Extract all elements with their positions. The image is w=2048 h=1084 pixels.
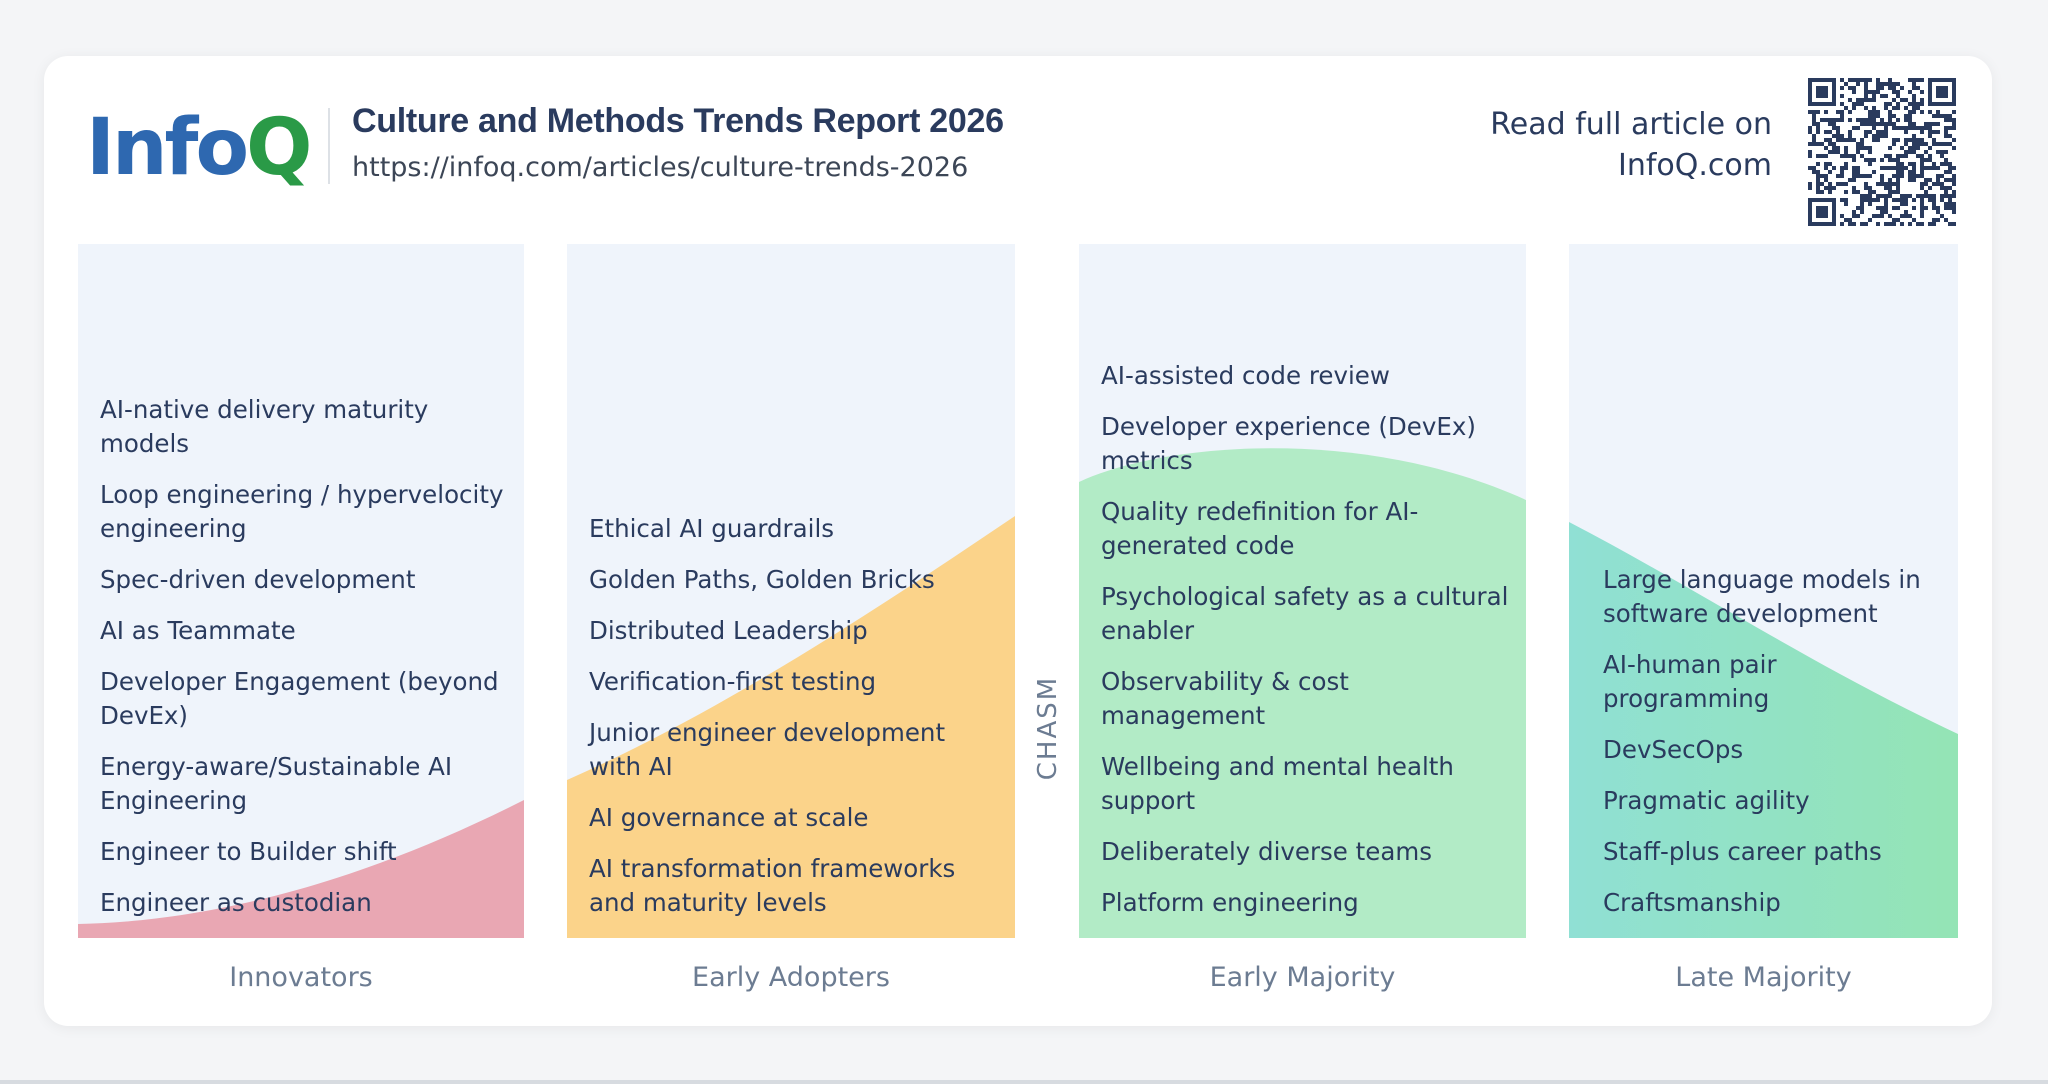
trend-item: AI governance at scale [589,803,869,832]
column-early-adopters: Ethical AI guardrails Golden Paths, Gold… [567,244,1015,938]
trend-item: Loop engineering / hypervelocity enginee… [100,480,504,543]
late-majority-curve-fill [1569,522,1958,938]
trend-item: Craftsmanship [1603,888,1781,917]
trend-item: Large language models in software develo… [1603,565,1921,628]
chasm-label: CHASM [1033,675,1063,781]
trend-item: Verification-first testing [589,667,877,696]
early-majority-curve [1079,448,1526,938]
trend-item: Developer Engagement (beyond DevEx) [100,667,499,730]
innovators-curve [78,800,524,938]
trend-item: AI-assisted code review [1101,361,1390,390]
read-more-text: Read full article on InfoQ.com [1490,104,1772,186]
trend-item: Energy-aware/Sustainable AI Engineering [100,752,453,815]
label-late-majority: Late Majority [1675,962,1852,993]
report-title: Culture and Methods Trends Report 2026 [352,102,1004,140]
early-adopters-curve [567,516,1015,938]
column-early-majority: AI-assisted code review Developer experi… [1079,244,1526,938]
trend-item: Engineer to Builder shift [100,837,397,866]
label-early-majority: Early Majority [1209,962,1396,993]
trend-item: Engineer as custodian [100,888,372,917]
trend-item: AI as Teammate [100,616,296,645]
early-adopters-curve-fill [567,516,1015,938]
trend-item: Junior engineer development with AI [589,718,946,781]
trend-item: Staff-plus career paths [1603,837,1882,866]
late-majority-items: Large language models in software develo… [1603,546,1944,920]
trend-item: AI-native delivery maturity models [100,395,429,458]
logo-info-text: Info [86,103,249,193]
early-adopters-items: Ethical AI guardrails Golden Paths, Gold… [589,495,1001,920]
trend-item: DevSecOps [1603,735,1744,764]
early-majority-items: AI-assisted code review Developer experi… [1101,342,1512,920]
trend-item: Platform engineering [1101,888,1359,917]
trend-item: Distributed Leadership [589,616,868,645]
column-innovators: AI-native delivery maturity models Loop … [78,244,524,938]
trend-item: Psychological safety as a cultural enabl… [1101,582,1509,645]
trend-item: Deliberately diverse teams [1101,837,1432,866]
bottom-rule [0,1080,2048,1084]
read-more-line-1: Read full article on [1490,107,1772,142]
label-early-adopters: Early Adopters [692,962,890,993]
trend-item: Observability & cost management [1101,667,1349,730]
logo-q-text: Q [246,103,312,193]
innovators-curve-fill [78,800,524,938]
trend-item: Quality redefinition for AI-generated co… [1101,497,1419,560]
trend-item: Ethical AI guardrails [589,514,835,543]
innovators-items: AI-native delivery maturity models Loop … [100,376,510,920]
trend-item: AI transformation frameworks and maturit… [589,854,956,917]
trend-item: AI-human pair programming [1603,650,1777,713]
trend-item: Pragmatic agility [1603,786,1810,815]
label-innovators: Innovators [229,962,373,993]
trend-item: Spec-driven development [100,565,416,594]
article-url[interactable]: https://infoq.com/articles/culture-trend… [352,152,969,183]
read-more-line-2[interactable]: InfoQ.com [1618,148,1772,183]
column-late-majority: Large language models in software develo… [1569,244,1958,938]
infoq-logo[interactable]: InfoQ [86,98,312,198]
late-majority-curve [1569,522,1958,938]
qr-code-icon[interactable] [1808,78,1956,226]
trend-item: Developer experience (DevEx) metrics [1101,412,1476,475]
early-majority-curve-fill [1079,448,1526,938]
trend-item: Wellbeing and mental health support [1101,752,1454,815]
header-divider [328,108,330,184]
trend-item: Golden Paths, Golden Bricks [589,565,935,594]
